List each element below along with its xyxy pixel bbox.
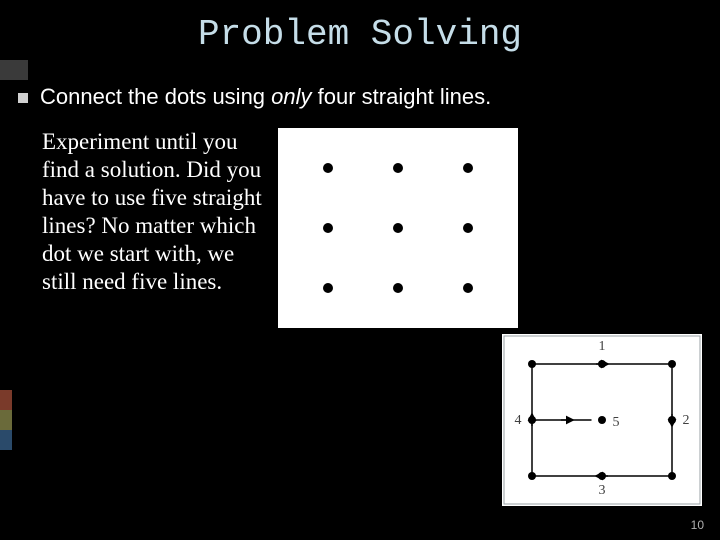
svg-text:2: 2	[683, 413, 690, 428]
nine-dots-figure	[278, 128, 518, 328]
bullet-text: Connect the dots using only four straigh…	[40, 84, 491, 110]
bullet-item: Connect the dots using only four straigh…	[18, 84, 702, 110]
solution-figure: 1 2 3 4 5	[502, 334, 702, 506]
svg-text:1: 1	[599, 339, 606, 354]
bullet-marker	[18, 93, 28, 103]
svg-text:3: 3	[599, 483, 606, 498]
accent-bar-side	[0, 390, 12, 450]
body-paragraph: Experiment until you find a solution. Di…	[42, 128, 262, 296]
accent-bar-top	[0, 60, 28, 80]
page-title: Problem Solving	[0, 0, 720, 55]
page-number: 10	[691, 518, 704, 532]
svg-text:5: 5	[613, 415, 620, 430]
svg-text:4: 4	[515, 413, 522, 428]
